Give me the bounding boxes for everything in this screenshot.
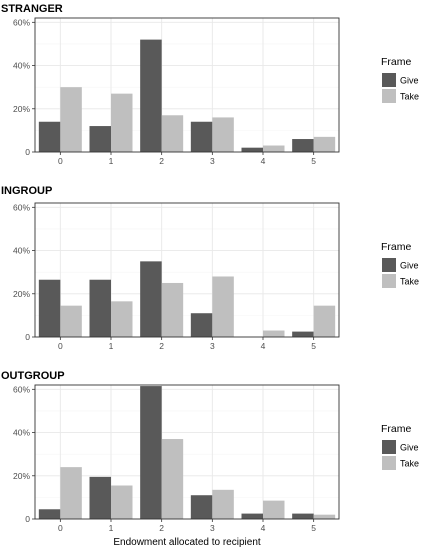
x-tick-label: 4 — [261, 523, 266, 533]
bar-give-1 — [89, 476, 111, 519]
legend-label: Give — [400, 443, 419, 453]
bar-give-1 — [89, 279, 111, 337]
bar-take-4 — [263, 145, 285, 152]
x-tick-label: 5 — [311, 156, 316, 166]
legend-title: Frame — [381, 56, 411, 68]
bar-give-0 — [38, 279, 61, 337]
x-tick-label: 2 — [159, 156, 164, 166]
bar-give-3 — [190, 121, 213, 152]
x-tick-label: 4 — [261, 341, 266, 351]
legend-label: Take — [400, 92, 419, 102]
x-tick-label: 1 — [109, 523, 114, 533]
y-tick-label: 60% — [13, 202, 30, 212]
legend-label: Give — [400, 76, 419, 86]
bar-give-3 — [190, 495, 213, 519]
x-tick-label: 5 — [311, 341, 316, 351]
bar-take-1 — [111, 485, 133, 519]
x-tick-label: 0 — [58, 523, 63, 533]
legend-title: Frame — [381, 423, 411, 435]
bar-give-2 — [140, 39, 162, 153]
legend-key-give — [382, 258, 396, 272]
bar-take-4 — [263, 330, 285, 337]
y-tick-label: 0 — [25, 514, 30, 524]
panel-title: OUTGROUP — [1, 370, 65, 382]
x-tick-label: 1 — [109, 341, 114, 351]
y-tick-label: 0 — [25, 332, 30, 342]
bar-take-4 — [263, 500, 285, 519]
legend-title: Frame — [381, 241, 411, 253]
legend-key-give — [382, 73, 396, 87]
y-tick-label: 20% — [13, 471, 30, 481]
bar-give-1 — [89, 126, 111, 152]
x-tick-label: 0 — [58, 341, 63, 351]
bar-take-5 — [313, 514, 336, 519]
x-tick-label: 1 — [109, 156, 114, 166]
x-tick-label: 3 — [210, 523, 215, 533]
bar-take-2 — [161, 115, 184, 152]
bar-give-0 — [38, 509, 61, 519]
bar-give-5 — [292, 331, 314, 337]
legend-key-give — [382, 440, 396, 454]
bar-take-0 — [60, 305, 82, 337]
x-axis-label: Endowment allocated to recipient — [113, 537, 261, 548]
plot-border — [34, 202, 340, 338]
legend-key-take — [382, 89, 396, 103]
bar-take-1 — [111, 93, 133, 152]
chart-panel-stranger: STRANGER 0 20% 40% 60% 0 1 2 3 4 5 Frame Give Take — [1, 3, 419, 166]
bar-take-2 — [161, 282, 184, 337]
y-tick-label: 40% — [13, 246, 30, 256]
chart-panel-ingroup: INGROUP 0 20% 40% 60% 0 1 2 3 4 5 Frame Give Take — [1, 185, 419, 351]
x-tick-label: 3 — [210, 156, 215, 166]
bar-give-0 — [38, 121, 61, 152]
y-tick-label: 20% — [13, 289, 30, 299]
y-tick-label: 40% — [13, 61, 30, 71]
bar-take-3 — [212, 276, 234, 337]
legend-label: Give — [400, 261, 419, 271]
bar-give-3 — [190, 313, 213, 337]
bar-give-5 — [292, 513, 314, 519]
panel-title: INGROUP — [1, 185, 52, 197]
plot-background — [35, 385, 339, 519]
bar-take-2 — [161, 439, 184, 519]
plot-border — [34, 384, 340, 520]
bar-give-4 — [241, 147, 263, 152]
plot-background — [35, 18, 339, 152]
x-tick-label: 2 — [159, 341, 164, 351]
bar-take-1 — [111, 301, 133, 337]
chart-panel-outgroup: OUTGROUP 0 20% 40% 60% 0 1 2 3 4 5 Endowment alloca… — [1, 370, 419, 548]
bar-take-3 — [212, 489, 234, 519]
legend-label: Take — [400, 459, 419, 469]
x-tick-label: 3 — [210, 341, 215, 351]
y-tick-label: 40% — [13, 428, 30, 438]
x-tick-label: 2 — [159, 523, 164, 533]
bar-give-2 — [140, 386, 162, 519]
bar-take-3 — [212, 117, 234, 152]
bar-take-0 — [60, 467, 82, 519]
legend-label: Take — [400, 277, 419, 287]
bar-give-5 — [292, 139, 314, 152]
y-tick-label: 60% — [13, 384, 30, 394]
plot-background — [35, 203, 339, 337]
bar-give-4 — [241, 513, 263, 519]
legend-key-take — [382, 274, 396, 288]
legend-key-take — [382, 456, 396, 470]
y-tick-label: 20% — [13, 104, 30, 114]
x-tick-label: 5 — [311, 523, 316, 533]
x-tick-label: 4 — [261, 156, 266, 166]
bar-take-5 — [313, 136, 336, 152]
panel-title: STRANGER — [1, 3, 63, 15]
y-tick-label: 0 — [25, 147, 30, 157]
bar-take-5 — [313, 305, 336, 337]
plot-border — [34, 17, 340, 153]
x-tick-label: 0 — [58, 156, 63, 166]
y-tick-label: 60% — [13, 17, 30, 27]
bar-take-0 — [60, 87, 82, 152]
bar-give-2 — [140, 261, 162, 337]
